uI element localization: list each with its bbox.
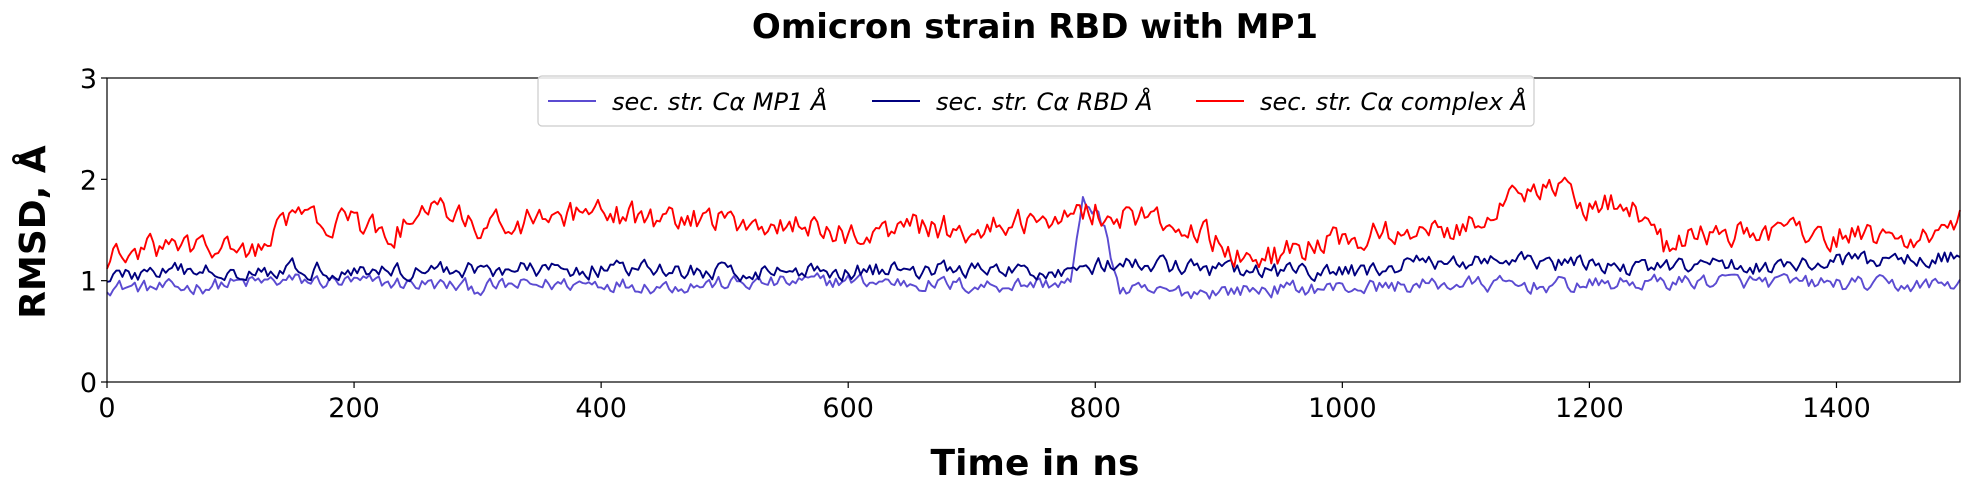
y-tick-label: 3	[80, 64, 97, 95]
x-tick-label: 400	[575, 393, 627, 424]
legend-label-2: sec. str. Cα RBD Å	[936, 87, 1152, 116]
x-tick-label: 200	[328, 393, 380, 424]
y-tick-label: 1	[80, 267, 97, 298]
x-axis-label: Time in ns	[931, 443, 1140, 484]
plot-layer	[106, 176, 1961, 300]
x-tick-label: 800	[1069, 393, 1121, 424]
x-tick-label: 600	[822, 393, 874, 424]
legend: sec. str. Cα MP1 Å sec. str. Cα RBD Å sec.…	[537, 75, 1535, 127]
y-tick-label: 0	[80, 368, 97, 399]
legend-label-1: sec. str. Cα MP1 Å	[612, 87, 827, 116]
ticks-layer: 0 200 400 600 800 1000 1200 1400 0 1 2 3	[80, 64, 1871, 424]
legend-box	[537, 75, 1535, 127]
x-tick-label: 1200	[1555, 393, 1624, 424]
series-line-1	[106, 195, 1961, 300]
x-tick-label: 1000	[1308, 393, 1377, 424]
chart-title: Omicron strain RBD with MP1	[752, 7, 1318, 47]
legend-label-3: sec. str. Cα complex Å	[1260, 87, 1527, 116]
y-axis-label: RMSD, Å	[12, 145, 54, 319]
y-tick-label: 2	[80, 165, 97, 196]
x-tick-label: 0	[98, 393, 115, 424]
x-tick-label: 1400	[1802, 393, 1871, 424]
series-line-3	[106, 176, 1961, 270]
series-line-2	[106, 250, 1961, 283]
